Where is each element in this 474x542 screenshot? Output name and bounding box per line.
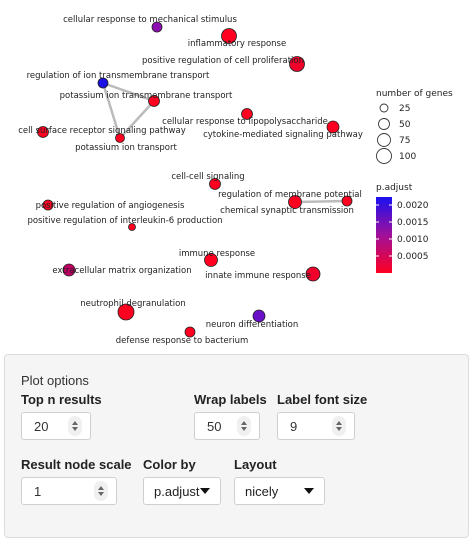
size-legend-label: 75 (399, 136, 410, 146)
size-legend-circle (378, 118, 390, 130)
size-legend-label: 25 (399, 104, 410, 114)
network-node-label: cell surface receptor signaling pathway (18, 126, 186, 136)
network-node (209, 178, 221, 190)
layout-label: Layout (234, 457, 277, 472)
result-node-scale-label: Result node scale (21, 457, 132, 472)
size-legend-circle (376, 148, 392, 164)
wrap-labels-label: Wrap labels (194, 392, 267, 407)
color-legend-label: 0.0010 (397, 235, 429, 245)
network-node-label: potassium ion transmembrane transport (60, 91, 233, 101)
enrichment-network-plot: cellular response to mechanical stimulus… (18, 15, 453, 346)
color-by-value: p.adjust (154, 483, 200, 499)
panel-title: Plot options (21, 373, 89, 388)
network-node-label: positive regulation of angiogenesis (36, 201, 185, 211)
size-legend-circle (379, 103, 389, 113)
network-node (305, 266, 321, 282)
network-node (204, 253, 218, 267)
network-edge (102, 81, 155, 103)
plot-options-panel: Plot options Top n results 20 Wrap label… (4, 354, 469, 538)
network-node (288, 195, 302, 209)
size-legend-circle (377, 133, 391, 147)
color-legend-label: 0.0015 (397, 218, 429, 228)
network-node-label: cellular response to mechanical stimulus (63, 15, 237, 25)
network-node (128, 223, 136, 231)
network-node-label: positive regulation of interleukin-6 pro… (27, 216, 222, 226)
network-node-label: chemical synaptic transmission (220, 206, 354, 216)
network-node-label: immune response (179, 249, 255, 259)
color-legend-label: 0.0005 (397, 252, 429, 262)
network-node (341, 195, 353, 207)
network-node-label: potassium ion transport (75, 143, 177, 153)
network-node-label: innate immune response (205, 271, 311, 281)
network-node-label: defense response to bacterium (116, 336, 249, 346)
label-font-size-value: 9 (290, 418, 298, 434)
stepper-icon[interactable] (68, 416, 82, 436)
network-node (97, 77, 109, 89)
network-node (184, 326, 196, 338)
network-node-label: neutrophil degranulation (80, 299, 185, 309)
network-edges (101, 81, 348, 204)
result-node-scale-input[interactable]: 1 (21, 477, 117, 505)
network-node (42, 199, 54, 211)
network-node (289, 56, 305, 72)
stepper-icon[interactable] (332, 416, 346, 436)
color-legend-bar (376, 197, 392, 273)
size-legend: number of genes 25 50 75 100 (376, 89, 453, 164)
network-node-label: extracellular matrix organization (52, 266, 191, 276)
network-node (241, 108, 253, 120)
network-node-label: regulation of ion transmembrane transpor… (27, 71, 210, 81)
network-node-label: inflammatory response (188, 39, 286, 49)
size-legend-title: number of genes (376, 89, 453, 99)
network-node-label: neuron differentiation (206, 320, 299, 330)
network-node (151, 21, 163, 33)
color-by-label: Color by (143, 457, 196, 472)
label-font-size-label: Label font size (277, 392, 368, 407)
network-node (148, 95, 160, 107)
top-n-value: 20 (34, 418, 49, 434)
network-node (221, 28, 237, 44)
color-by-select[interactable]: p.adjust (143, 477, 221, 505)
chevron-down-icon (304, 488, 314, 494)
network-node-label: positive regulation of cell proliferatio… (142, 56, 304, 66)
network-edge (101, 82, 122, 139)
color-legend: p.adjust 0.0020 0.0015 0.0010 0.0005 (376, 183, 429, 273)
network-node (117, 303, 135, 321)
layout-value: nicely (245, 483, 279, 499)
layout-select[interactable]: nicely (234, 477, 325, 505)
network-node-label: cellular response to lipopolysaccharide (162, 117, 328, 127)
color-legend-label: 0.0020 (397, 201, 429, 211)
network-node-label: cytokine-mediated signaling pathway (203, 130, 363, 140)
top-n-input[interactable]: 20 (21, 412, 91, 440)
wrap-labels-value: 50 (207, 418, 222, 434)
network-node (252, 309, 266, 323)
size-legend-label: 100 (399, 152, 416, 162)
label-font-size-input[interactable]: 9 (277, 412, 355, 440)
network-edge (294, 199, 348, 204)
network-edge (119, 100, 155, 139)
network-node (37, 126, 49, 138)
size-legend-label: 50 (399, 120, 411, 130)
network-node (62, 263, 76, 277)
network-node (326, 120, 340, 134)
network-node-label: cell-cell signaling (171, 172, 244, 182)
stepper-icon[interactable] (237, 416, 251, 436)
chevron-down-icon (200, 488, 210, 494)
stepper-icon[interactable] (94, 481, 108, 501)
top-n-label: Top n results (21, 392, 102, 407)
wrap-labels-input[interactable]: 50 (194, 412, 260, 440)
color-legend-title: p.adjust (376, 183, 413, 193)
result-node-scale-value: 1 (34, 483, 42, 499)
network-node (115, 133, 125, 143)
network-node-label: regulation of membrane potential (218, 190, 362, 200)
